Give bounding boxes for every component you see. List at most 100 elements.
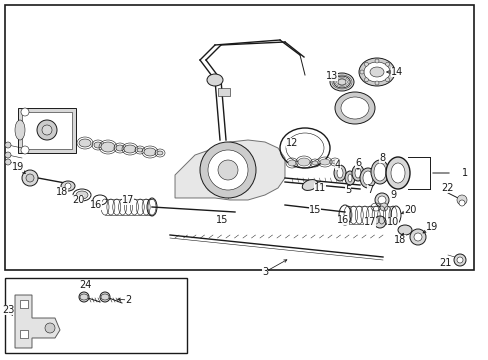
Circle shape: [200, 142, 256, 198]
Circle shape: [100, 292, 110, 302]
Ellipse shape: [319, 159, 329, 165]
Ellipse shape: [333, 165, 346, 181]
Text: 20: 20: [403, 205, 415, 215]
Ellipse shape: [287, 160, 295, 166]
Circle shape: [45, 323, 55, 333]
Circle shape: [37, 120, 57, 140]
Text: 9: 9: [389, 190, 395, 200]
Text: 16: 16: [336, 215, 348, 225]
Ellipse shape: [397, 225, 411, 235]
Circle shape: [374, 81, 378, 85]
Bar: [18, 108, 76, 153]
Circle shape: [5, 152, 11, 158]
Ellipse shape: [373, 163, 385, 181]
Text: 11: 11: [313, 183, 325, 193]
Circle shape: [374, 59, 378, 63]
Circle shape: [364, 62, 367, 66]
Circle shape: [21, 146, 29, 154]
Ellipse shape: [331, 160, 337, 164]
Polygon shape: [15, 295, 60, 348]
Circle shape: [409, 229, 425, 245]
Circle shape: [26, 174, 34, 182]
Circle shape: [218, 160, 238, 180]
Circle shape: [207, 150, 247, 190]
Ellipse shape: [337, 79, 346, 85]
Ellipse shape: [354, 168, 360, 178]
Circle shape: [458, 200, 464, 206]
Text: 7: 7: [366, 185, 372, 195]
Ellipse shape: [345, 171, 354, 185]
Text: 4: 4: [334, 160, 340, 170]
Text: 1: 1: [461, 168, 467, 178]
Circle shape: [359, 70, 363, 74]
Ellipse shape: [311, 161, 317, 165]
Circle shape: [42, 125, 52, 135]
Circle shape: [456, 257, 462, 263]
Circle shape: [5, 159, 11, 165]
Ellipse shape: [206, 74, 223, 86]
Ellipse shape: [358, 58, 394, 86]
Text: 15: 15: [215, 215, 228, 225]
Bar: [22, 112, 72, 149]
Ellipse shape: [297, 158, 309, 166]
Text: 12: 12: [285, 138, 298, 148]
Bar: [218, 88, 229, 96]
Text: 21: 21: [438, 258, 450, 268]
Circle shape: [373, 216, 385, 228]
Text: 19: 19: [12, 162, 24, 172]
Ellipse shape: [379, 203, 387, 211]
Ellipse shape: [347, 174, 351, 182]
Ellipse shape: [79, 139, 91, 147]
Text: 17: 17: [363, 217, 375, 227]
Text: 22: 22: [441, 183, 453, 193]
Circle shape: [456, 195, 466, 205]
Polygon shape: [175, 140, 285, 200]
Bar: [20, 330, 28, 338]
Text: 8: 8: [378, 153, 384, 163]
Ellipse shape: [363, 62, 389, 82]
Ellipse shape: [124, 145, 136, 153]
Text: 19: 19: [425, 222, 437, 232]
Ellipse shape: [390, 163, 404, 183]
Circle shape: [453, 254, 465, 266]
Text: 5: 5: [344, 185, 350, 195]
Ellipse shape: [76, 191, 88, 199]
Circle shape: [374, 193, 388, 207]
Circle shape: [79, 292, 89, 302]
Ellipse shape: [101, 142, 115, 152]
Text: 13: 13: [325, 71, 337, 81]
Text: 3: 3: [262, 267, 267, 277]
Circle shape: [413, 233, 421, 241]
Ellipse shape: [336, 168, 342, 178]
Text: 16: 16: [90, 200, 102, 210]
Circle shape: [65, 183, 71, 189]
Ellipse shape: [157, 151, 163, 155]
Circle shape: [364, 78, 367, 82]
Text: 24: 24: [79, 280, 91, 290]
Text: 6: 6: [354, 158, 360, 168]
Ellipse shape: [333, 76, 349, 88]
Circle shape: [377, 196, 385, 204]
Ellipse shape: [61, 181, 75, 191]
Text: 17: 17: [122, 195, 134, 205]
Text: 18: 18: [393, 235, 406, 245]
Ellipse shape: [329, 73, 353, 91]
Ellipse shape: [359, 168, 375, 188]
Text: 18: 18: [56, 187, 68, 197]
Bar: [20, 300, 28, 308]
Ellipse shape: [369, 67, 383, 77]
Text: 10: 10: [386, 217, 398, 227]
Bar: [5, 278, 186, 353]
Ellipse shape: [15, 120, 25, 140]
Text: 15: 15: [308, 205, 321, 215]
Text: 2: 2: [124, 295, 131, 305]
Ellipse shape: [94, 142, 102, 148]
Ellipse shape: [302, 180, 317, 190]
Ellipse shape: [137, 148, 142, 152]
Ellipse shape: [340, 97, 368, 119]
Circle shape: [21, 108, 29, 116]
Text: 23: 23: [2, 305, 14, 315]
Ellipse shape: [362, 171, 372, 185]
Circle shape: [385, 78, 389, 82]
Ellipse shape: [116, 145, 124, 151]
